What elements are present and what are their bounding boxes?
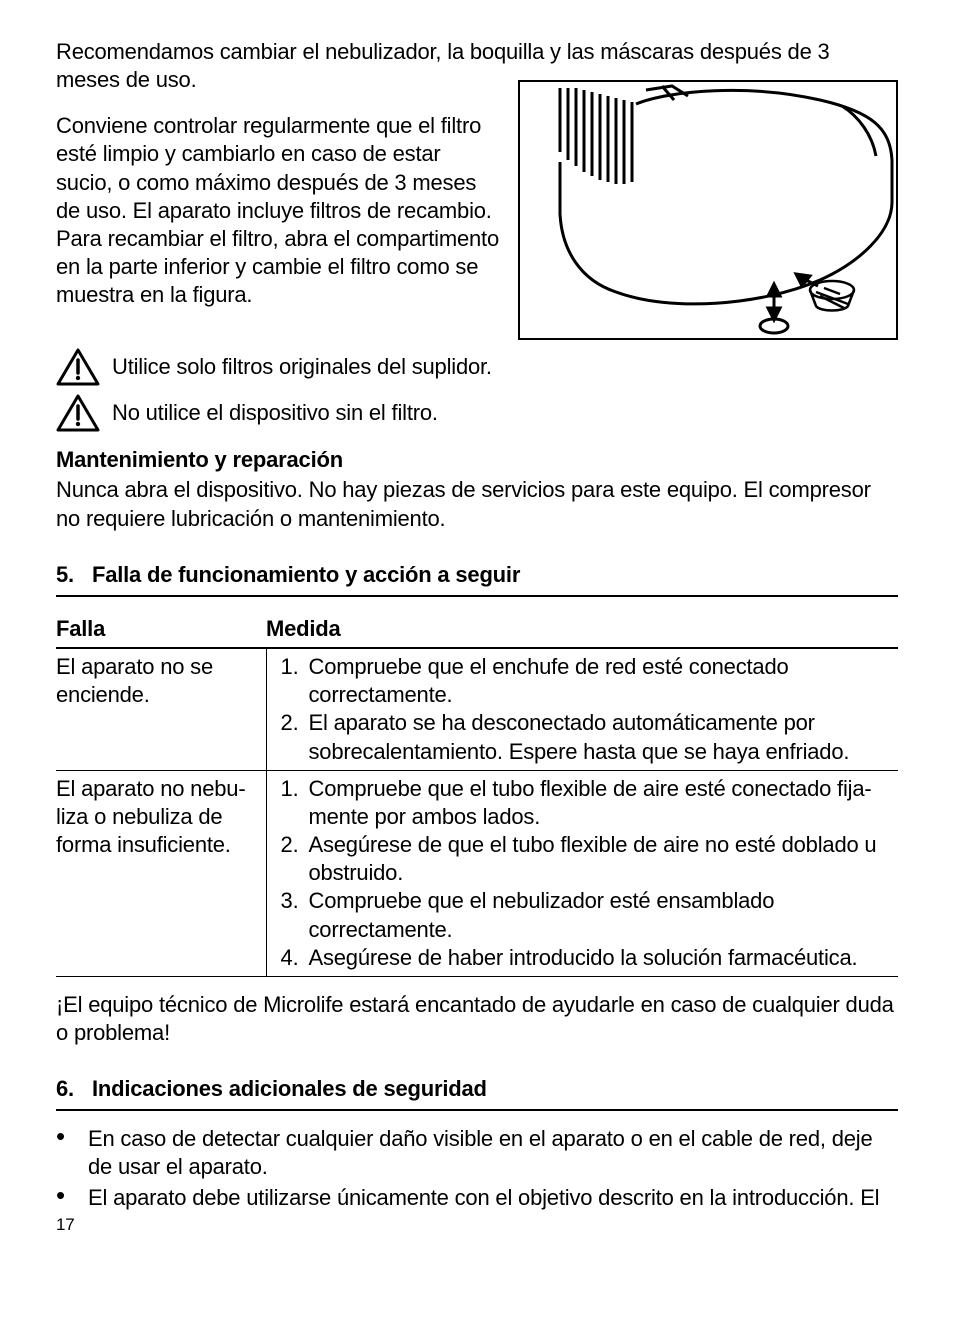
warning-1-text: Utilice solo filtros originales del supl… [112,353,492,381]
page-number: 17 [56,1214,898,1236]
table-row: El aparato no se enciende. 1.Compruebe q… [56,648,898,770]
warning-icon [56,348,100,386]
row2-m1: Compruebe que el tubo flexible de aire e… [309,775,899,831]
section-6-number: 6. [56,1075,74,1103]
row2-falla: El aparato no nebu­liza o nebuliza de fo… [56,770,266,976]
row2-m3: Compruebe que el nebulizador esté ensamb… [309,887,899,943]
bullet-dot: • [56,1125,72,1181]
section-6-title: Indicaciones adicionales de seguridad [92,1075,487,1103]
th-medida: Medida [266,611,898,648]
row1-falla: El aparato no se enciende. [56,648,266,770]
section-5-title: Falla de funcionamiento y acción a segui… [92,561,520,589]
row1-m2: El aparato se ha desconectado automática… [309,709,899,765]
maintenance-heading: Mantenimiento y reparación [56,446,898,474]
row1-m1: Compruebe que el enchufe de red esté con… [309,653,899,709]
row2-m2: Asegúrese de que el tubo flexible de air… [309,831,899,887]
section-5-number: 5. [56,561,74,589]
maintenance-body: Nunca abra el dispositivo. No hay piezas… [56,476,898,532]
warning-icon [56,394,100,432]
warning-2-text: No utilice el dispositivo sin el filtro. [112,399,438,427]
section-6-heading: 6. Indicaciones adicionales de seguridad [56,1075,898,1111]
th-falla: Falla [56,611,266,648]
bullet-1: En caso de detectar cualquier daño visib… [88,1125,898,1181]
row2-m4: Asegúrese de haber introducido la soluci… [309,944,899,972]
table-row: El aparato no nebu­liza o nebuliza de fo… [56,770,898,976]
bullet-dot: • [56,1184,72,1212]
troubleshooting-table: Falla Medida El aparato no se enciende. … [56,611,898,977]
after-table-note: ¡El equipo técnico de Microlife estará e… [56,991,898,1047]
section-5-heading: 5. Falla de funcionamiento y acción a se… [56,561,898,597]
bullet-2: El aparato debe utilizarse únicamente co… [88,1184,898,1212]
filter-figure [518,80,898,340]
